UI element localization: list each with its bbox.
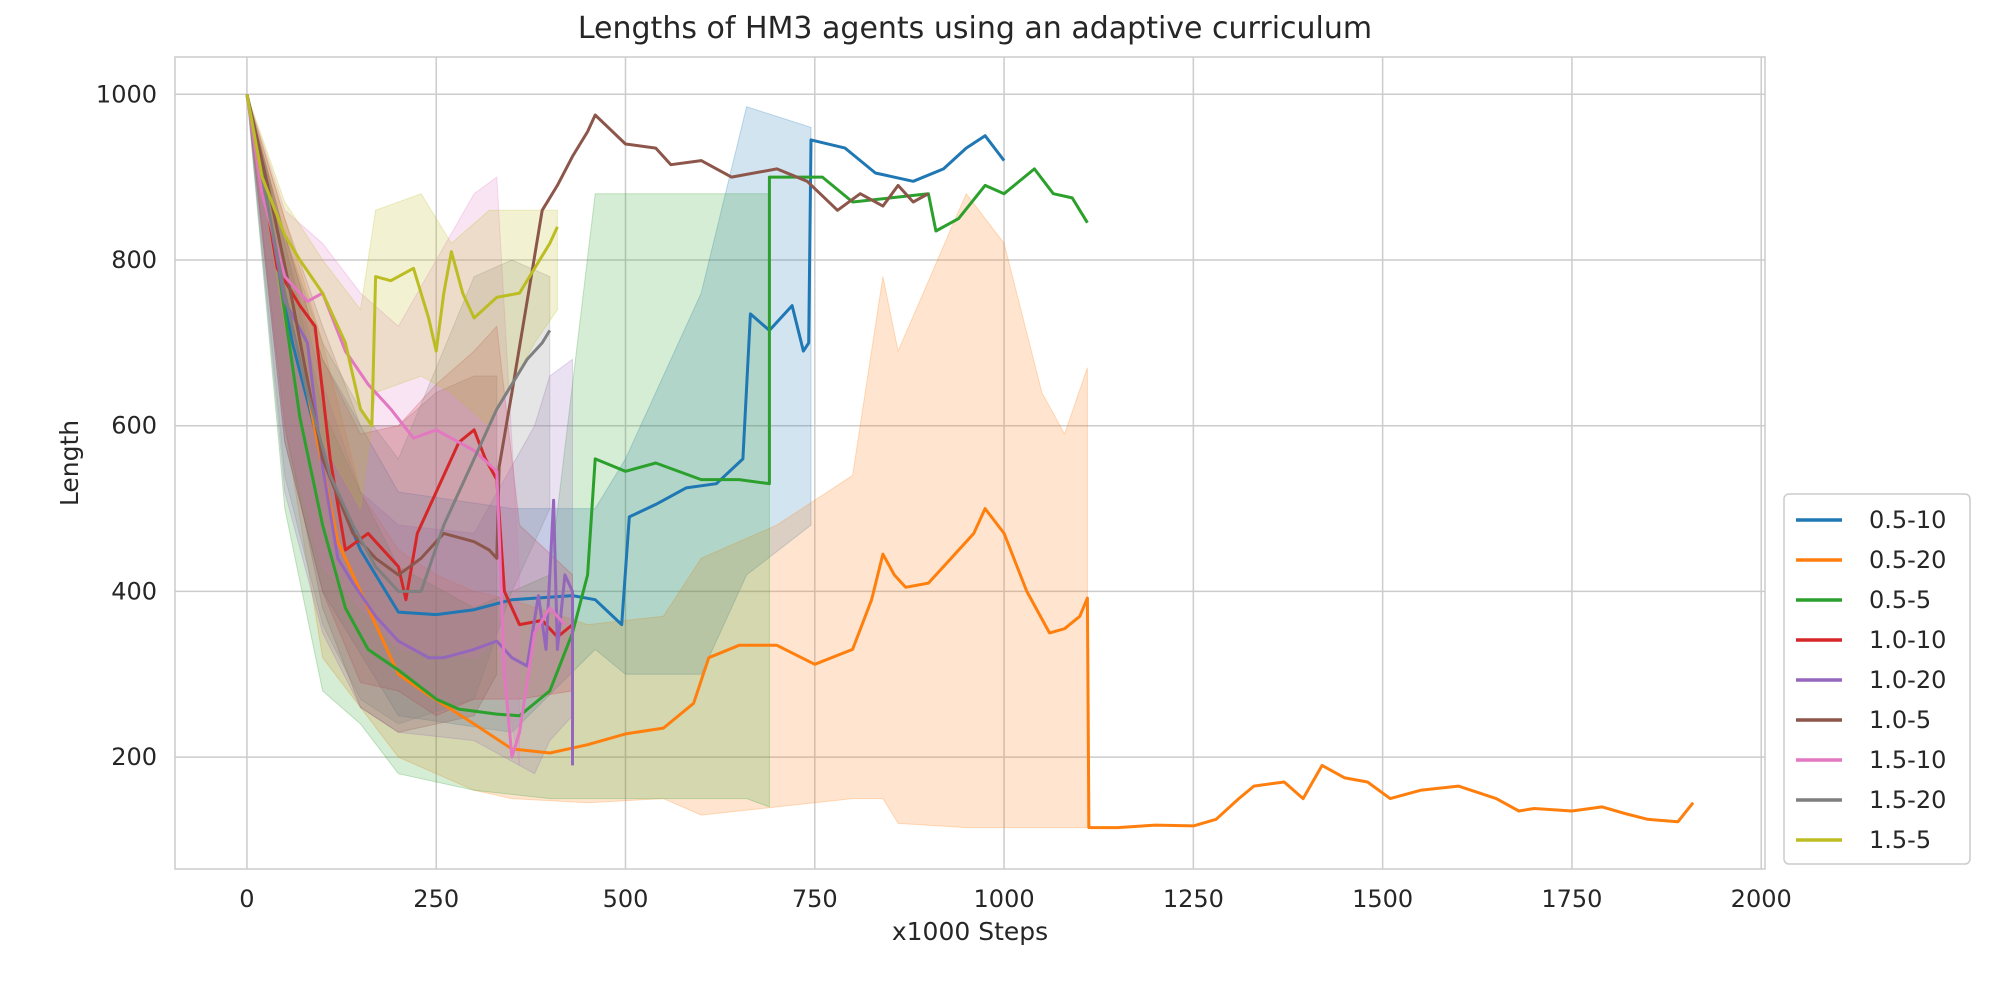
y-tick-label: 600 [111,412,157,440]
chart-title: Lengths of HM3 agents using an adaptive … [578,11,1372,46]
legend-label: 0.5-20 [1869,546,1946,574]
x-tick-label: 750 [792,885,838,913]
y-tick-label: 400 [111,577,157,605]
x-tick-label: 1500 [1352,885,1413,913]
y-tick-label: 200 [111,743,157,771]
legend-label: 1.0-20 [1869,666,1946,694]
x-tick-label: 1250 [1163,885,1224,913]
legend-label: 1.5-10 [1869,746,1946,774]
x-axis-label: x1000 Steps [892,917,1048,946]
series-lines [245,93,1695,830]
x-tick-label: 1000 [974,885,1035,913]
series-bands [246,94,1088,829]
legend-label: 1.5-5 [1869,826,1931,854]
y-tick-label: 1000 [96,80,157,108]
legend-label: 0.5-10 [1869,506,1946,534]
x-tick-label: 1750 [1541,885,1602,913]
x-tick-label: 500 [603,885,649,913]
series-line-1.5-5 [245,94,559,428]
x-tick-labels: 0 250 500 750 1000 1250 1500 1750 2000 [239,885,1791,913]
band-0.5-10 [246,94,812,733]
x-tick-label: 2000 [1731,885,1792,913]
x-tick-label: 0 [239,885,254,913]
y-axis-label: Length [55,420,84,506]
series-line-1.0-10 [245,94,574,639]
series-line-1.0-20 [245,94,574,766]
legend: 0.5-10 0.5-20 0.5-5 1.0-10 1.0-20 1.0-5 1.5-10… [1783,493,1971,865]
plot-frame [174,56,1766,870]
x-tick-label: 250 [413,885,459,913]
y-tick-label: 800 [111,246,157,274]
band-1.5-10 [246,94,520,766]
series-line-1.0-5 [245,93,930,577]
legend-box [1783,493,1971,865]
legend-label: 1.0-10 [1869,626,1946,654]
series-line-0.5-10 [245,93,1006,627]
series-line-1.5-10 [245,94,567,759]
y-tick-labels: 200 400 600 800 1000 [96,80,157,771]
series-line-1.5-20 [245,94,552,593]
band-1.5-20 [246,94,551,725]
legend-label: 0.5-5 [1869,586,1931,614]
legend-label: 1.0-5 [1869,706,1931,734]
grid-lines [175,57,1765,869]
series-line-0.5-5 [245,93,1089,718]
series-line-0.5-20 [245,94,1695,830]
legend-label: 1.5-20 [1869,786,1946,814]
